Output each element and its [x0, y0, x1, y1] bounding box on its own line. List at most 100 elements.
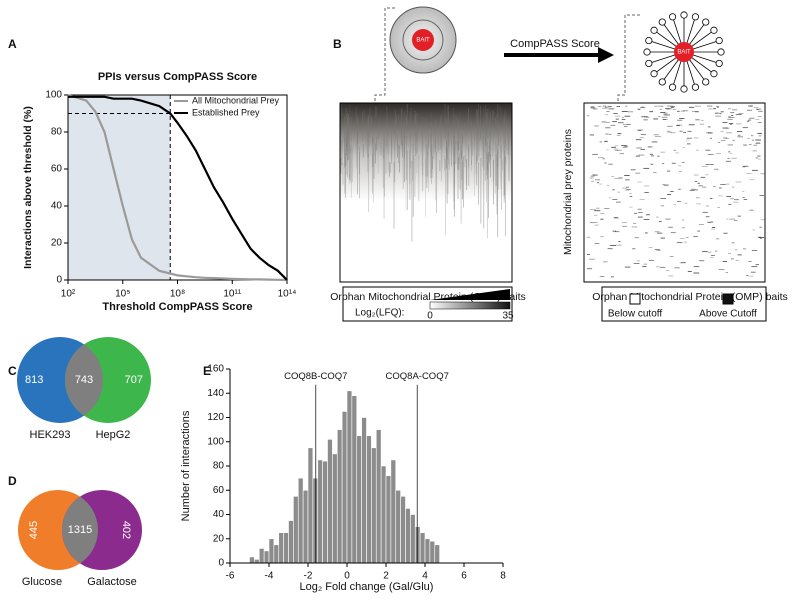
- venn-count: 445: [28, 521, 40, 539]
- venn-count: 813: [25, 374, 43, 386]
- prey-node: [715, 36, 723, 45]
- y-tick-label: 160: [207, 364, 224, 375]
- venn-count: 743: [75, 374, 93, 386]
- venn-count: 707: [125, 374, 143, 386]
- set-label: HEK293: [30, 429, 71, 441]
- colorbar-tick: 35: [502, 311, 514, 322]
- x-tick-label: 10²: [61, 289, 76, 300]
- bait-label: BAIT: [416, 38, 430, 44]
- heatmap-frame: [583, 102, 766, 283]
- bar: [424, 538, 431, 564]
- legend-label: Above Cutoff: [699, 309, 757, 320]
- y-tick-label: 100: [207, 436, 224, 447]
- x-tick-label: 6: [461, 571, 467, 582]
- x-axis-label: Log₂ Fold change (Gal/Glu): [300, 581, 434, 593]
- bait-ring: [402, 19, 444, 61]
- venn-overlap: [65, 337, 103, 423]
- zoom-line: [617, 14, 640, 103]
- bar: [385, 475, 392, 564]
- set-label: Glucose: [22, 576, 62, 588]
- prey-node: [691, 13, 700, 21]
- heatmap-dashes: [586, 105, 765, 278]
- prey-node: [680, 11, 688, 19]
- bar: [263, 550, 270, 564]
- bar: [414, 526, 421, 564]
- bar: [249, 556, 255, 564]
- bar: [366, 435, 372, 564]
- legend-box: [601, 286, 767, 322]
- prey-node: [710, 26, 718, 34]
- prey-node: [645, 36, 653, 45]
- x-tick-label: 2: [383, 571, 389, 582]
- bait-node: [674, 42, 694, 62]
- prey-node: [702, 18, 710, 26]
- bar: [273, 544, 280, 564]
- y-tick-label: 40: [51, 201, 63, 212]
- legend-label: Established Prey: [192, 107, 260, 117]
- panel-label: A: [8, 37, 17, 51]
- bar: [317, 459, 323, 564]
- colorbar-tick: 0: [427, 311, 433, 322]
- bar: [327, 439, 333, 564]
- prey-node: [668, 13, 677, 21]
- x-tick-label: 10⁸: [170, 289, 185, 300]
- bar: [380, 465, 387, 564]
- panel-label: B: [333, 37, 342, 51]
- bar: [288, 520, 294, 564]
- legend-label: Below cutoff: [608, 309, 663, 320]
- x-tick-label: 10⁵: [115, 289, 130, 300]
- y-tick-label: 40: [213, 509, 225, 520]
- prey-node: [658, 18, 666, 26]
- panel-b: BAIT CompPASS Score BAIT Orphan Mitochon…: [330, 6, 788, 322]
- annotation-label: COQ8B-COQ7: [284, 371, 347, 382]
- prey-node: [645, 59, 653, 68]
- legend-wedge: [430, 289, 510, 300]
- prey-node: [710, 70, 718, 78]
- panel-label: E: [203, 364, 211, 378]
- prey-node: [658, 78, 666, 86]
- bar: [361, 417, 367, 564]
- y-tick-label: 80: [51, 127, 63, 138]
- chart-title: PPIs versus CompPASS Score: [98, 71, 257, 83]
- bar: [371, 447, 377, 564]
- y-axis-label: Mitochondrial prey proteins: [562, 129, 574, 255]
- bar: [302, 489, 309, 564]
- legend-swatch: [722, 293, 734, 305]
- bar: [410, 514, 416, 564]
- annotation-label: COQ8A-COQ7: [386, 371, 449, 382]
- y-tick-label: 80: [213, 461, 225, 472]
- x-tick-label: -6: [226, 571, 235, 582]
- heatmap-left: [340, 103, 512, 282]
- legend-swatch: [629, 293, 641, 305]
- heatmap-streaks: [340, 103, 510, 242]
- bar: [375, 429, 382, 564]
- bar: [351, 395, 358, 564]
- y-tick-label: 20: [51, 238, 63, 249]
- prey-node: [680, 85, 688, 93]
- y-tick-label: 140: [207, 388, 224, 399]
- x-axis-label: Orphan Mitochondrial Protein (OMP) baits: [592, 291, 788, 303]
- bait-node: [412, 29, 434, 51]
- bar: [390, 459, 397, 564]
- y-tick-label: 60: [213, 485, 225, 496]
- y-tick-label: 120: [207, 412, 224, 423]
- heatmap-frame: [339, 102, 513, 283]
- series-line: [68, 95, 288, 281]
- bar: [419, 532, 426, 564]
- panel-label: D: [8, 474, 17, 488]
- panel-label: C: [8, 364, 17, 378]
- bar: [283, 532, 289, 564]
- bar: [341, 411, 348, 564]
- venn-count: 1315: [68, 524, 92, 536]
- arrow-label: CompPASS Score: [510, 38, 600, 50]
- bar: [278, 532, 284, 564]
- prey-node: [702, 78, 710, 86]
- bar: [434, 544, 440, 564]
- bait-label: BAIT: [677, 50, 691, 56]
- bar: [356, 435, 362, 564]
- legend-label: All Mitochondrial Prey: [192, 95, 280, 105]
- prey-node: [643, 48, 651, 56]
- series-line: [67, 93, 288, 282]
- y-axis-label: Number of interactions: [180, 410, 192, 521]
